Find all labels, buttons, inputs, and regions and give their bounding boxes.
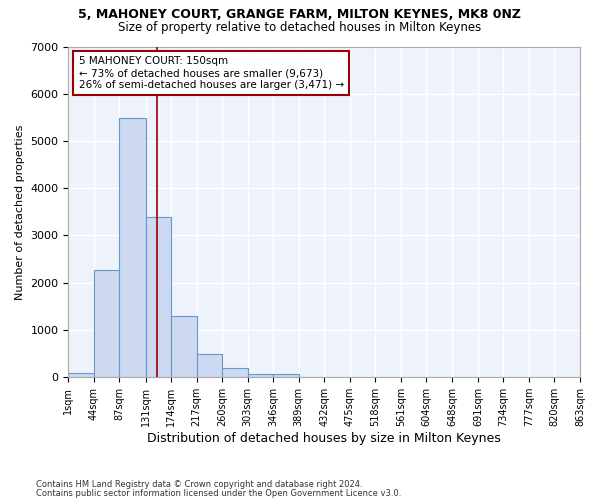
Bar: [273, 374, 299, 377]
Bar: [197, 354, 222, 377]
Bar: [146, 216, 171, 377]
Text: Size of property relative to detached houses in Milton Keynes: Size of property relative to detached ho…: [118, 21, 482, 34]
Text: 5 MAHONEY COURT: 150sqm
← 73% of detached houses are smaller (9,673)
26% of semi: 5 MAHONEY COURT: 150sqm ← 73% of detache…: [79, 56, 344, 90]
Text: 5, MAHONEY COURT, GRANGE FARM, MILTON KEYNES, MK8 0NZ: 5, MAHONEY COURT, GRANGE FARM, MILTON KE…: [79, 8, 521, 20]
Text: Contains HM Land Registry data © Crown copyright and database right 2024.: Contains HM Land Registry data © Crown c…: [36, 480, 362, 489]
Y-axis label: Number of detached properties: Number of detached properties: [15, 124, 25, 300]
Bar: [68, 373, 94, 377]
Bar: [94, 270, 119, 377]
Bar: [248, 374, 273, 377]
Text: Contains public sector information licensed under the Open Government Licence v3: Contains public sector information licen…: [36, 489, 401, 498]
X-axis label: Distribution of detached houses by size in Milton Keynes: Distribution of detached houses by size …: [148, 432, 501, 445]
Bar: [171, 316, 197, 377]
Bar: [222, 368, 248, 377]
Bar: [119, 118, 146, 377]
